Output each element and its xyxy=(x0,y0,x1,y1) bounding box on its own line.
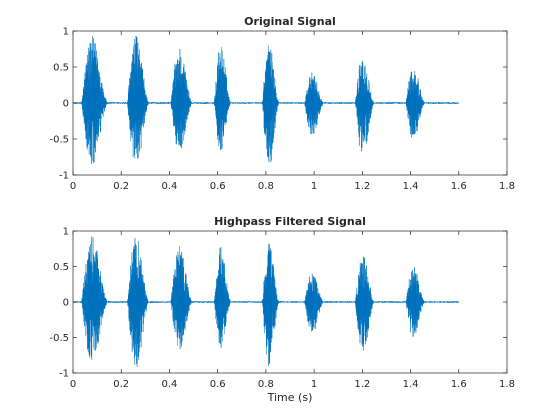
y-tick-label: -0.5 xyxy=(49,333,69,344)
y-tick-label: 0.5 xyxy=(53,63,69,74)
x-tick-label: 1 xyxy=(311,379,317,390)
signal-line xyxy=(72,35,460,164)
x-tick-label: 1.4 xyxy=(403,379,419,390)
y-tick-label: 0 xyxy=(63,298,69,309)
y-tick-label: 1 xyxy=(63,227,69,238)
chart-title: Highpass Filtered Signal xyxy=(214,215,366,228)
subplot-highpass-filtered-signal: 0 0.2 0.4 0.6 0.8 1 1.2 1.4 1.6 1.8 -1 -0.5 0 0.5 1 Hig… xyxy=(49,215,514,404)
x-tick-label: 0.4 xyxy=(161,181,177,192)
x-tick-label: 1.2 xyxy=(354,181,370,192)
x-tick-label: 0.2 xyxy=(113,181,129,192)
chart-title: Original Signal xyxy=(244,15,336,28)
x-tick-label: 0.8 xyxy=(258,379,274,390)
y-tick-label: -0.5 xyxy=(49,135,69,146)
y-tick-label: 0 xyxy=(63,99,69,110)
x-tick-label: 0 xyxy=(70,379,76,390)
x-tick-label: 1.2 xyxy=(354,379,370,390)
signal-line xyxy=(72,236,460,367)
x-tick-label: 1.6 xyxy=(451,379,467,390)
y-tick-label: -1 xyxy=(59,369,69,380)
x-tick-label: 1.6 xyxy=(451,181,467,192)
x-tick-label: 0.4 xyxy=(161,379,177,390)
y-tick-label: 0.5 xyxy=(53,262,69,273)
x-tick-label: 1.8 xyxy=(499,379,515,390)
x-tick-label: 1.4 xyxy=(403,181,419,192)
y-tick-label: -1 xyxy=(59,171,69,182)
x-axis-label: Time (s) xyxy=(267,391,313,404)
x-tick-label: 1.8 xyxy=(499,181,515,192)
x-tick-label: 0.8 xyxy=(258,181,274,192)
x-tick-label: 0.6 xyxy=(210,379,226,390)
y-tick-label: 1 xyxy=(63,27,69,38)
x-tick-label: 1 xyxy=(311,181,317,192)
x-tick-label: 0.2 xyxy=(113,379,129,390)
subplot-original-signal: 0 0.2 0.4 0.6 0.8 1 1.2 1.4 1.6 1.8 -1 -0.5 0 0.5 1 Ori… xyxy=(49,15,514,192)
x-tick-label: 0.6 xyxy=(210,181,226,192)
x-tick-label: 0 xyxy=(70,181,76,192)
